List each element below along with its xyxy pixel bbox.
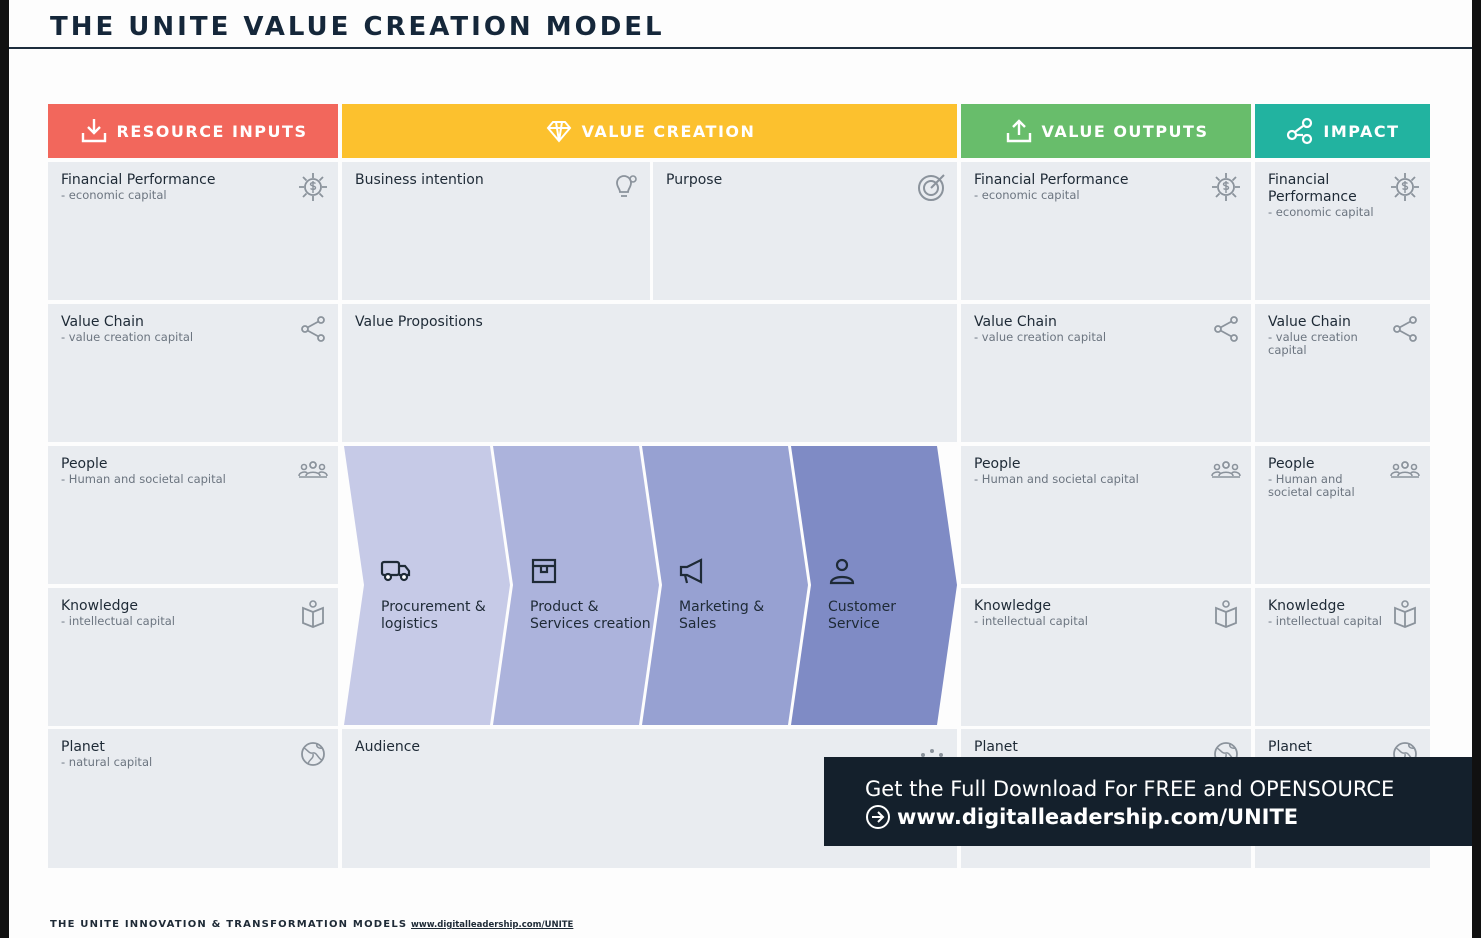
cell-subtitle: - intellectual capital [974, 614, 1088, 628]
footer-link[interactable]: www.digitalleadership.com/UNITE [411, 920, 574, 930]
capital-cell: People - Human and societal capital [48, 446, 338, 584]
cell-icon [1394, 600, 1416, 628]
process-step [493, 446, 659, 725]
cell-title: Planet [1268, 739, 1312, 755]
title-rule [9, 47, 1472, 49]
capital-cell: Knowledge - intellectual capital [961, 588, 1251, 726]
arrow-icon [866, 805, 890, 829]
header-icon [546, 121, 571, 143]
cell-icon [1393, 316, 1417, 342]
cell-title: Planet [61, 739, 105, 755]
cell-icon [1214, 316, 1238, 342]
cell-subtitle: - value creation capital [61, 330, 194, 344]
cell-title: People [974, 456, 1021, 472]
process-step [791, 446, 957, 725]
cell-subtitle: - Human and societal capital [1268, 472, 1355, 499]
cell-title: Financial Performance [61, 172, 216, 188]
cell-title: Knowledge [61, 598, 138, 614]
capital-cell: Knowledge - intellectual capital [48, 588, 338, 726]
cell-icon [616, 175, 637, 197]
cell-subtitle: - Human and societal capital [974, 472, 1139, 486]
column-header: VALUE CREATION [342, 104, 957, 158]
cell-icon [298, 461, 328, 478]
cell-title: Knowledge [1268, 598, 1345, 614]
header-label: VALUE CREATION [581, 121, 756, 141]
step-label: Marketing & Sales [679, 599, 765, 632]
cell-title: People [1268, 456, 1315, 472]
cell-icon [301, 316, 325, 342]
capital-cell: Value Chain - value creation capital [1255, 304, 1430, 442]
process-step [344, 446, 510, 725]
capital-cell: Value Chain - value creation capital [48, 304, 338, 442]
column-header: VALUE OUTPUTS [961, 104, 1251, 158]
cell-title: Value Propositions [355, 314, 483, 330]
step-icon [829, 558, 855, 585]
step-icon [679, 558, 703, 584]
capital-cell: Financial Performance - economic capital [1255, 162, 1430, 300]
footer-text: THE UNITE INNOVATION & TRANSFORMATION MO… [50, 919, 408, 930]
capital-cell: Financial Performance - economic capital [48, 162, 338, 300]
edge-left [0, 0, 9, 938]
cell-icon [299, 173, 327, 201]
cell-title: Value Chain [61, 314, 144, 330]
step-label: Procurement & logistics [381, 599, 486, 632]
cell-icon [1391, 173, 1419, 201]
capital-cell: Value Chain - value creation capital [961, 304, 1251, 442]
cell-subtitle: - economic capital [974, 188, 1080, 202]
process-step [642, 446, 808, 725]
column-header: IMPACT [1255, 104, 1430, 158]
capital-cell: People - Human and societal capital [961, 446, 1251, 584]
cell-title: Purpose [666, 172, 723, 188]
cell-title: Financial Performance [974, 172, 1129, 188]
cell-title: Value Chain [1268, 314, 1351, 330]
cell-subtitle: - intellectual capital [61, 614, 175, 628]
business-intention: Business intention [342, 162, 650, 300]
cell-icon [1215, 600, 1237, 628]
banner-url[interactable]: www.digitalleadership.com/UNITE [897, 805, 1299, 829]
cell-subtitle: - intellectual capital [1268, 614, 1382, 628]
column-header: RESOURCE INPUTS [48, 104, 338, 158]
cell-icon [1390, 461, 1420, 478]
cell-subtitle: - natural capital [61, 755, 153, 769]
cell-title: Financial Performance [1268, 172, 1357, 205]
cell-icon [918, 174, 945, 201]
edge-right [1472, 0, 1481, 938]
cell-title: People [61, 456, 108, 472]
cell-icon [302, 600, 324, 628]
value-propositions: Value Propositions [342, 304, 957, 442]
capital-cell: Knowledge - intellectual capital [1255, 588, 1430, 726]
header-label: VALUE OUTPUTS [1041, 121, 1209, 141]
header-label: RESOURCE INPUTS [116, 121, 308, 141]
banner-text: Get the Full Download For FREE and OPENS… [865, 777, 1395, 801]
cell-title: Business intention [355, 172, 484, 188]
cell-icon [301, 742, 325, 766]
capital-cell: Financial Performance - economic capital [961, 162, 1251, 300]
capital-cell: Planet- natural capital [48, 729, 338, 868]
cell-title: Knowledge [974, 598, 1051, 614]
cell-icon [1212, 173, 1240, 201]
step-label: Product & Services creation [530, 599, 651, 632]
cell-subtitle: - economic capital [1268, 205, 1374, 219]
header-icon [1006, 119, 1031, 143]
step-icon [380, 560, 411, 582]
header-label: IMPACT [1323, 121, 1400, 141]
capital-cell: People - Human and societal capital [1255, 446, 1430, 584]
cell-subtitle: - value creation capital [1268, 330, 1358, 357]
header-icon [1287, 117, 1313, 145]
cell-title: Audience [355, 739, 421, 755]
header-icon [81, 119, 106, 143]
download-banner: Get the Full Download For FREE and OPENS… [824, 757, 1472, 846]
cell-subtitle: - economic capital [61, 188, 167, 202]
cell-title: Planet [974, 739, 1018, 755]
cell-subtitle: - value creation capital [974, 330, 1107, 344]
cell-title: Value Chain [974, 314, 1057, 330]
step-icon [531, 558, 557, 584]
purpose: Purpose [653, 162, 957, 300]
step-label: Customer Service [828, 599, 897, 632]
cell-subtitle: - Human and societal capital [61, 472, 226, 486]
cell-icon [1211, 461, 1241, 478]
title: THE UNITE VALUE CREATION MODEL [50, 12, 665, 42]
